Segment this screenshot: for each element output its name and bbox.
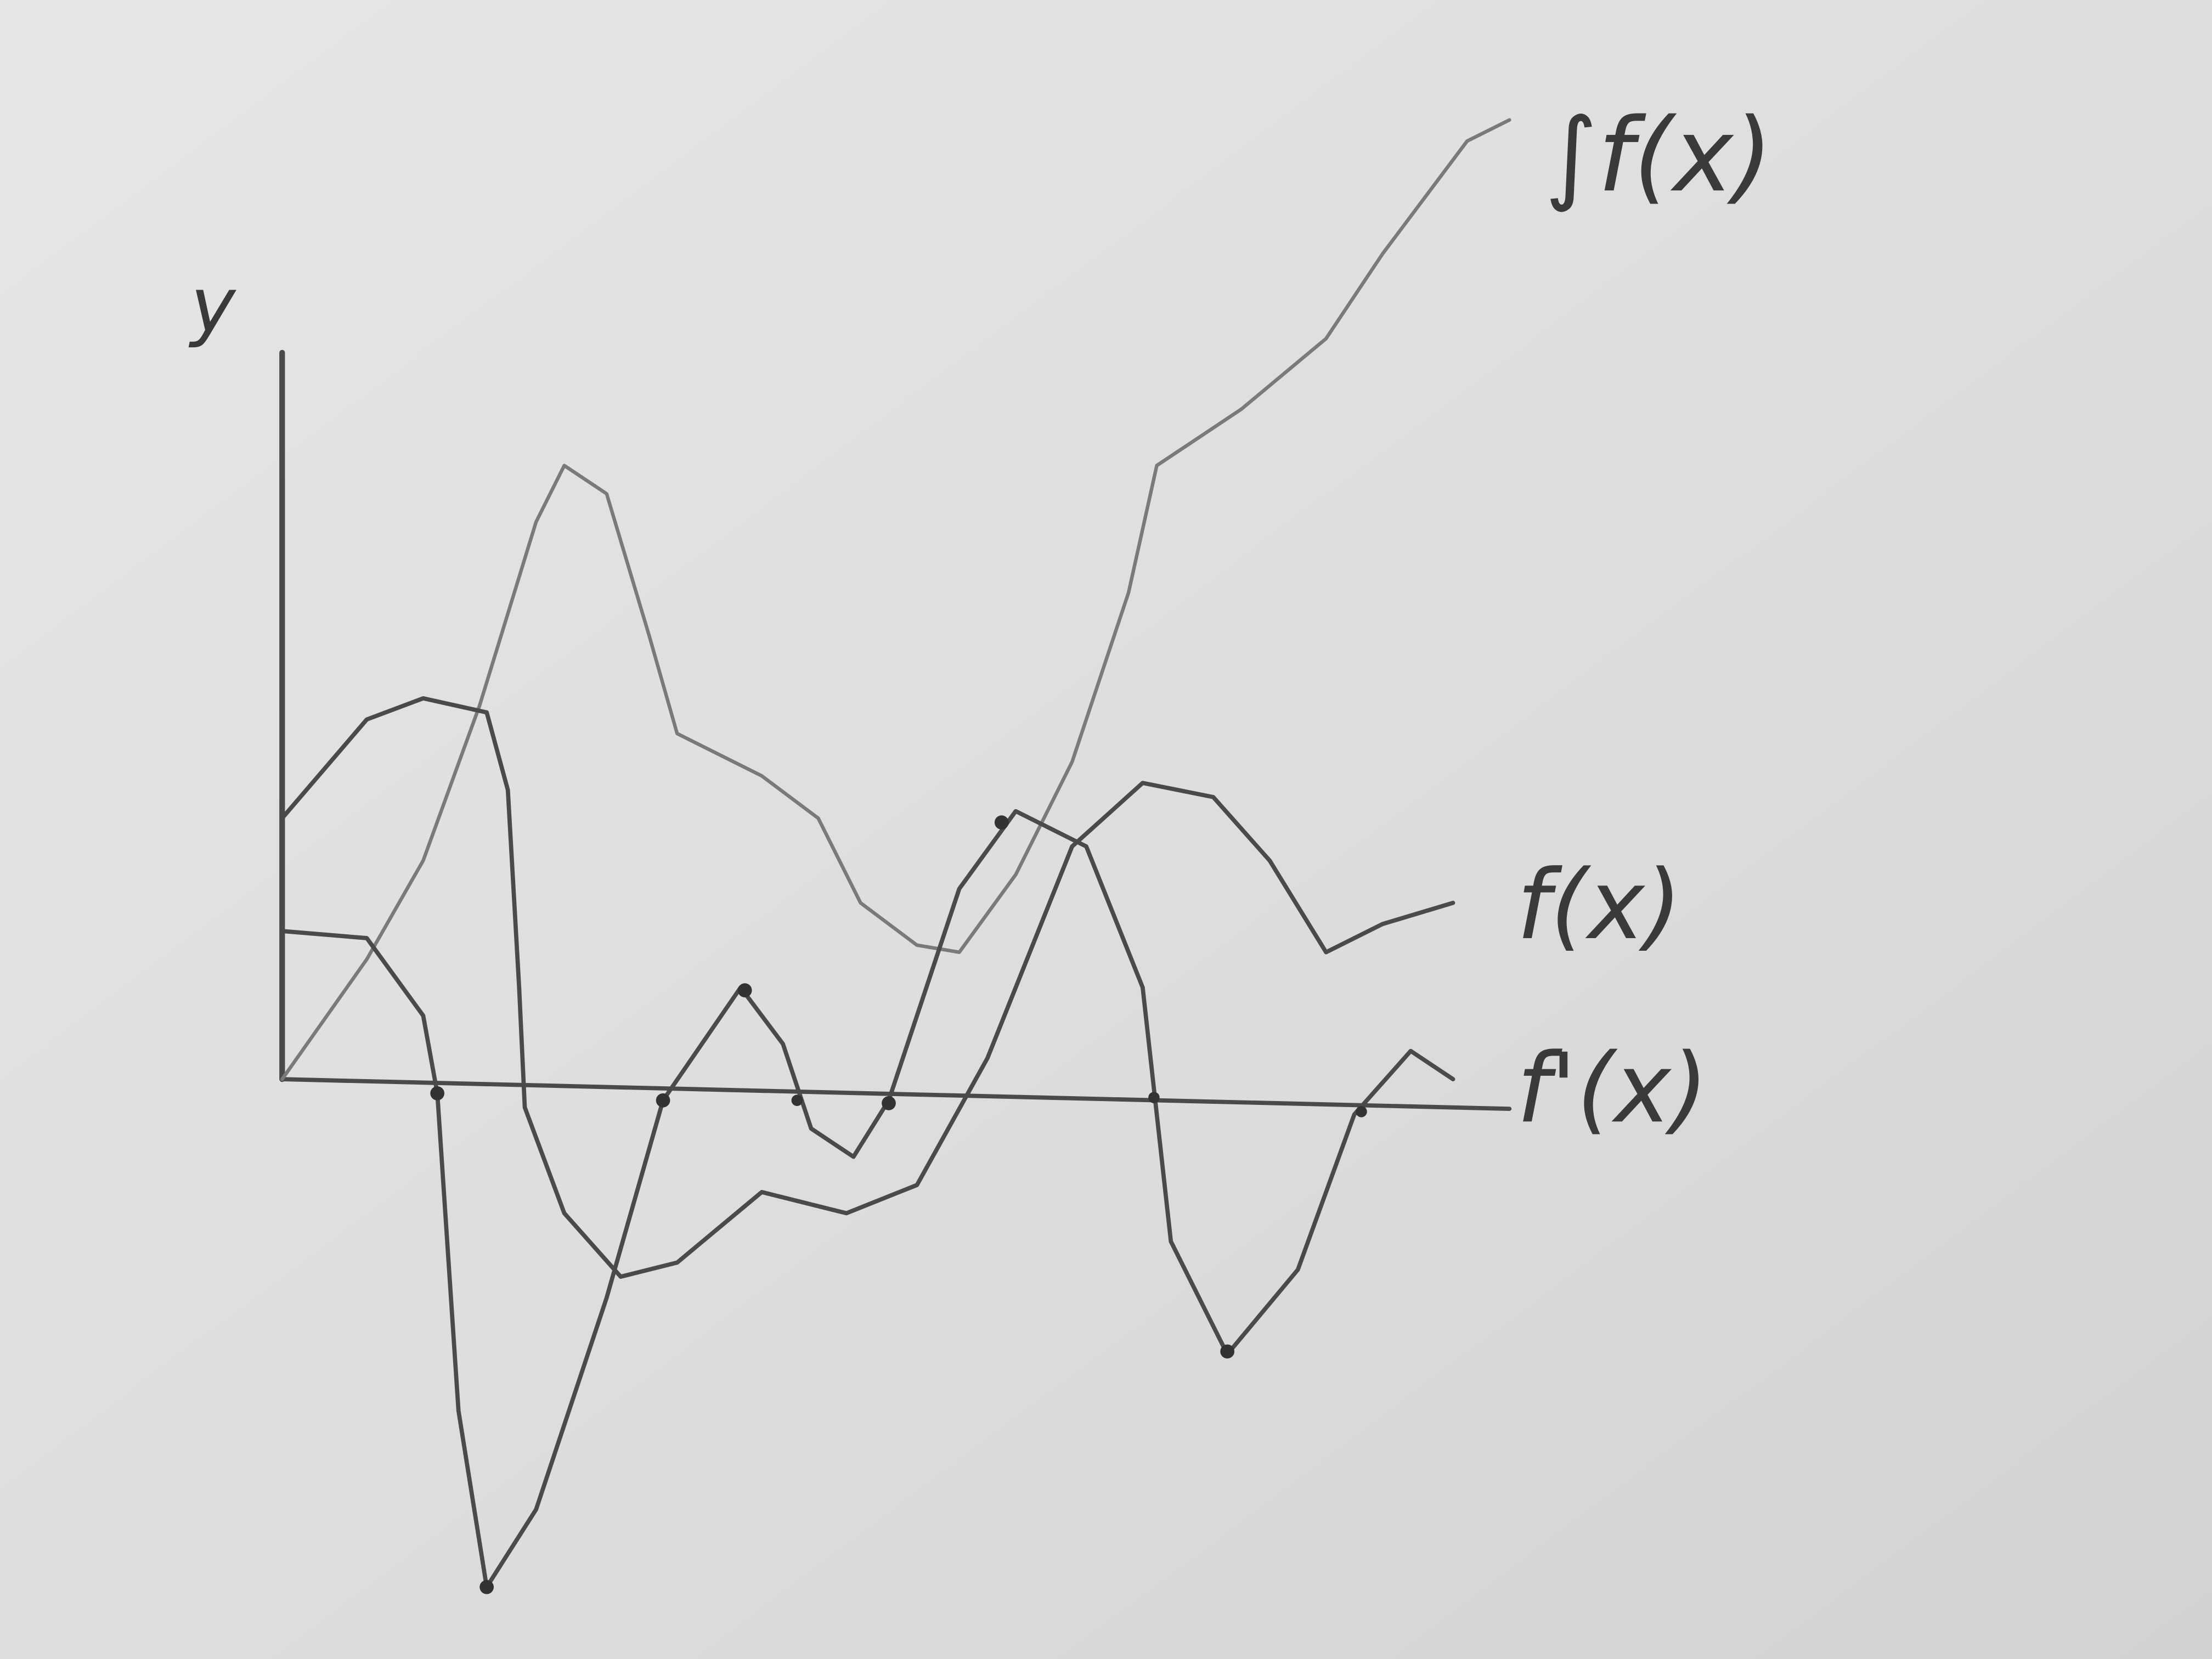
function-curve bbox=[280, 696, 1455, 1279]
integral-label: ∫f(x) bbox=[1545, 96, 1773, 215]
point bbox=[882, 1096, 896, 1110]
point bbox=[994, 815, 1009, 830]
point bbox=[737, 983, 752, 997]
point bbox=[1220, 1344, 1234, 1359]
x-axis bbox=[280, 1077, 1512, 1111]
point bbox=[791, 1094, 803, 1106]
axis-label: y bbox=[188, 261, 236, 349]
derivative-curve bbox=[280, 809, 1455, 1589]
point bbox=[1148, 1092, 1160, 1103]
point bbox=[1356, 1106, 1367, 1118]
points bbox=[430, 815, 1367, 1594]
function-label: f(x) bbox=[1516, 850, 1681, 961]
point bbox=[479, 1580, 494, 1594]
integral-curve bbox=[280, 118, 1511, 1081]
derivative-label: f'(x) bbox=[1516, 1033, 1708, 1144]
point bbox=[656, 1093, 670, 1108]
point bbox=[430, 1086, 444, 1101]
